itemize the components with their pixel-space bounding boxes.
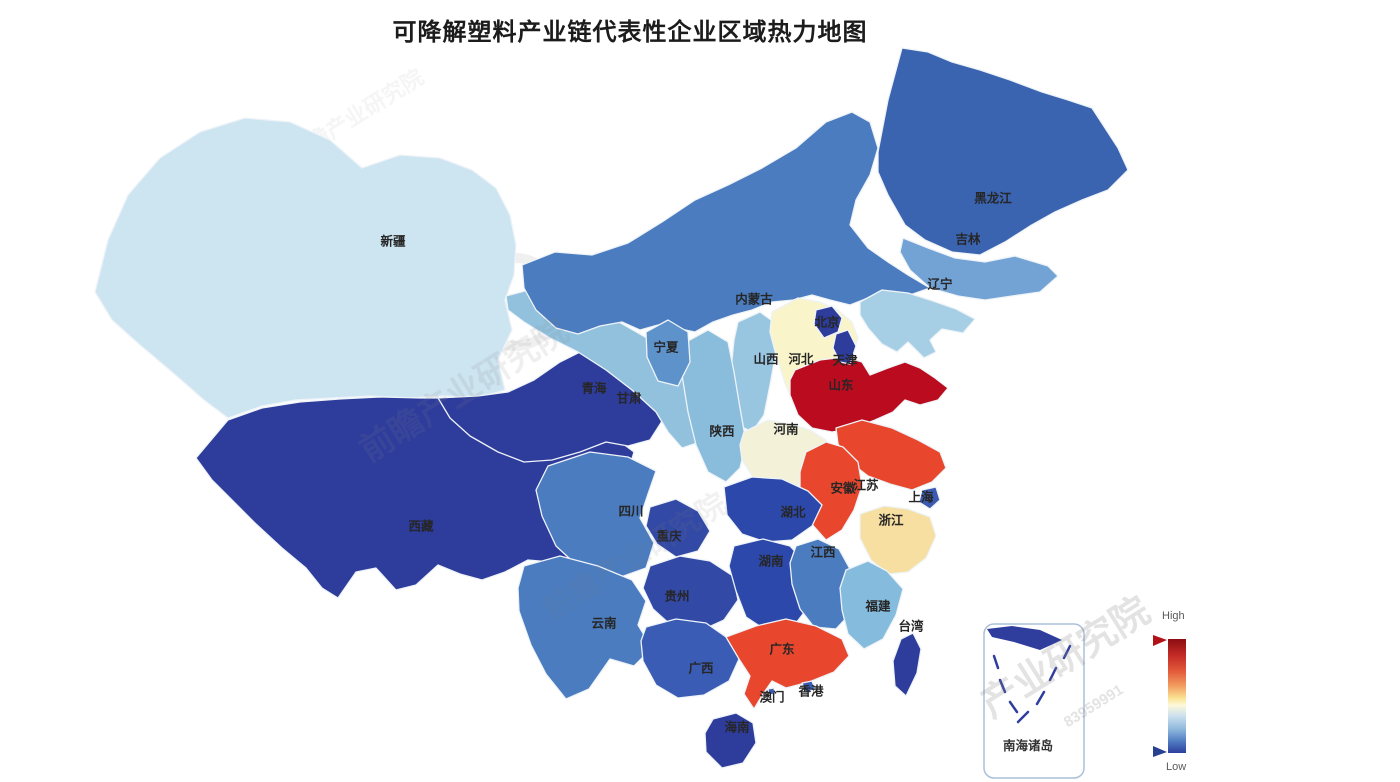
province-label-henan: 河南 — [773, 421, 799, 436]
province-guangxi[interactable] — [640, 618, 740, 699]
province-liaoning[interactable] — [859, 289, 976, 359]
province-label-shanxi: 山西 — [753, 351, 778, 366]
province-label-shanghai: 上海 — [908, 489, 934, 504]
province-label-hebei: 河北 — [788, 351, 814, 366]
province-label-beijing: 北京 — [814, 314, 840, 329]
province-hubei[interactable] — [723, 476, 823, 543]
province-label-chongqing: 重庆 — [656, 528, 682, 543]
province-label-sichuan: 四川 — [618, 504, 643, 518]
province-label-taiwan: 台湾 — [898, 618, 924, 633]
inset-border — [983, 623, 1085, 779]
province-hunan[interactable] — [728, 538, 807, 632]
province-ningxia[interactable] — [645, 319, 691, 387]
inset-label: 南海诸岛 — [1003, 738, 1053, 753]
province-shandong[interactable] — [789, 356, 949, 433]
province-label-hongkong: 香港 — [797, 683, 824, 698]
nine-dash-line — [992, 644, 1072, 724]
province-fujian[interactable] — [839, 560, 904, 650]
province-qinghai[interactable] — [437, 349, 665, 463]
province-jiangxi[interactable] — [789, 538, 851, 630]
province-xinjiang[interactable] — [94, 117, 517, 419]
legend-top-handle[interactable] — [1153, 635, 1167, 646]
province-label-qinghai: 青海 — [581, 380, 607, 395]
legend-bottom-handle[interactable] — [1153, 746, 1167, 757]
province-label-xinjiang: 新疆 — [380, 233, 406, 248]
province-heilongjiang[interactable] — [877, 47, 1129, 256]
province-label-anhui: 安徽 — [830, 480, 856, 495]
province-label-heilongjiang: 黑龙江 — [974, 190, 1012, 205]
province-label-yunnan: 云南 — [591, 615, 617, 630]
province-shaanxi[interactable] — [681, 329, 747, 483]
province-label-liaoning: 辽宁 — [927, 276, 952, 291]
page-title: 可降解塑料产业链代表性企业区域热力地图 — [392, 19, 868, 46]
province-zhejiang[interactable] — [859, 505, 937, 575]
province-taiwan[interactable] — [892, 632, 922, 697]
province-label-hainan: 海南 — [724, 719, 750, 734]
province-label-tianjin: 天津 — [832, 352, 858, 367]
province-label-guangdong: 广东 — [769, 641, 795, 656]
inset-coast-shape — [987, 626, 1062, 650]
province-beijing[interactable] — [813, 305, 843, 339]
legend-low-label: Low — [1166, 761, 1187, 773]
province-guizhou[interactable] — [642, 555, 739, 632]
province-label-ningxia: 宁夏 — [653, 339, 679, 354]
province-label-zhejiang: 浙江 — [878, 512, 904, 527]
province-label-neimenggu: 内蒙古 — [735, 291, 773, 306]
province-sichuan[interactable] — [535, 451, 657, 579]
south-china-sea-inset: 南海诸岛 — [983, 623, 1085, 779]
province-yunnan[interactable] — [517, 555, 653, 700]
province-label-jilin: 吉林 — [955, 231, 981, 246]
province-label-guangxi: 广西 — [688, 660, 713, 675]
province-tianjin[interactable] — [832, 329, 857, 365]
province-label-gansu: 甘肃 — [616, 390, 642, 405]
province-shanghai[interactable] — [918, 486, 941, 510]
province-label-shaanxi: 陕西 — [709, 423, 734, 438]
province-label-shandong: 山东 — [828, 377, 854, 392]
legend-gradient-bar[interactable] — [1168, 639, 1186, 753]
province-jilin[interactable] — [899, 237, 1059, 301]
province-label-guizhou: 贵州 — [664, 588, 689, 603]
province-label-hubei: 湖北 — [780, 504, 806, 519]
province-label-fujian: 福建 — [864, 598, 891, 613]
province-label-jiangxi: 江西 — [810, 544, 835, 559]
province-label-tibet: 西藏 — [408, 518, 434, 533]
province-macau[interactable] — [767, 687, 776, 696]
province-label-jiangsu: 江苏 — [853, 477, 879, 492]
province-chongqing[interactable] — [645, 498, 711, 558]
province-hainan[interactable] — [704, 712, 757, 769]
province-label-hunan: 湖南 — [758, 553, 784, 568]
province-label-macau: 澳门 — [759, 689, 784, 704]
province-guangdong[interactable] — [725, 618, 850, 710]
province-hongkong[interactable] — [801, 680, 816, 694]
legend-high-label: High — [1162, 610, 1185, 622]
